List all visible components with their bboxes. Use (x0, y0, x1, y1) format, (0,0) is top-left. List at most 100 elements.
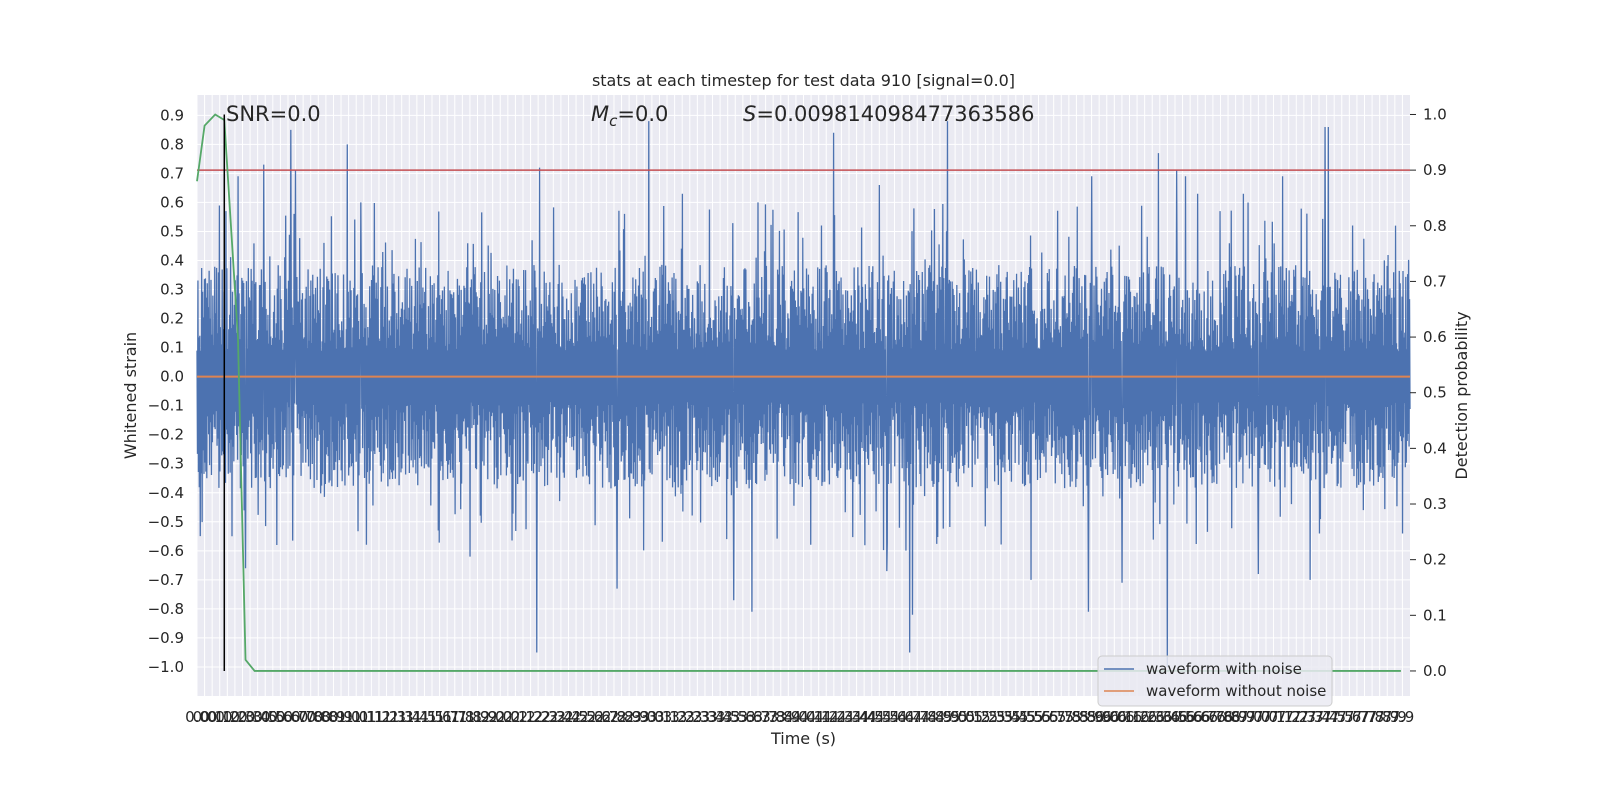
x-tick-label: 6.2 (1133, 708, 1157, 726)
x-tick-label: 5.8 (1064, 708, 1088, 726)
x-tick-label: 2.1 (511, 708, 535, 726)
x-tick-label: 1.3 (390, 708, 414, 726)
x-tick-label: 1.9 (466, 708, 490, 726)
x-tick-label: 4.9 (928, 708, 952, 726)
x-tick-label: 0.2 (223, 708, 247, 726)
x-tick-label: 2.5 (572, 708, 596, 726)
chart-title: stats at each timestep for test data 910… (592, 71, 1015, 90)
x-tick-label: 0.0 (193, 708, 217, 726)
series-waveform-with-noise (196, 121, 1411, 667)
x-tick-label: 3.3 (685, 708, 709, 726)
x-tick-label: 6.8 (1209, 708, 1233, 726)
y-tick-label: 0.6 (160, 193, 184, 211)
x-tick-label: 5.0 (943, 708, 967, 726)
x-tick-label: 1.4 (405, 708, 429, 726)
x-tick-label: 1.3 (382, 708, 406, 726)
detection-probability-line (196, 113, 1401, 672)
y-tick-label: 0.8 (160, 135, 184, 153)
x-tick-label: 4.3 (829, 708, 853, 726)
x-tick-label: 2.0 (481, 708, 505, 726)
x-tick-label: 0.4 (246, 708, 270, 726)
x-tick-label: 2.6 (587, 708, 611, 726)
x-axis-label: Time (s) (770, 729, 836, 748)
x-tick-label: 6.3 (1140, 708, 1164, 726)
x-tick-label: 5.8 (1072, 708, 1096, 726)
x-axis-ticks: 0.00.00.10.10.20.20.30.30.40.50.50.60.60… (185, 708, 1414, 726)
y2-axis-label: Detection probability (1452, 311, 1471, 479)
x-tick-label: 5.7 (1042, 708, 1066, 726)
x-tick-label: 1.1 (359, 708, 383, 726)
x-tick-label: 0.1 (200, 708, 224, 726)
x-tick-label: 6.0 (1102, 708, 1126, 726)
x-tick-label: 2.0 (488, 708, 512, 726)
x-tick-label: 3.4 (708, 708, 732, 726)
x-tick-label: 3.7 (754, 708, 778, 726)
x-tick-label: 4.4 (845, 708, 869, 726)
x-tick-label: 7.1 (1262, 708, 1286, 726)
x-tick-label: 7.0 (1239, 708, 1263, 726)
x-tick-label: 7.6 (1337, 708, 1361, 726)
x-tick-label: 7.9 (1383, 708, 1407, 726)
x-tick-label: 6.7 (1201, 708, 1225, 726)
x-tick-label: 6.2 (1125, 708, 1149, 726)
x-tick-label: 7.2 (1284, 708, 1308, 726)
mc-value: =0.0 (617, 102, 668, 126)
y-tick-label: −0.5 (148, 513, 184, 531)
x-tick-label: 6.0 (1095, 708, 1119, 726)
x-tick-label: 5.2 (966, 708, 990, 726)
y-tick-label: −0.7 (148, 571, 184, 589)
x-tick-label: 1.2 (375, 708, 399, 726)
x-tick-label: 0.5 (261, 708, 285, 726)
y-tick-label: 0.0 (160, 368, 184, 386)
x-tick-label: 6.8 (1216, 708, 1240, 726)
x-tick-label: 0.0 (185, 708, 209, 726)
x-tick-label: 5.8 (1057, 708, 1081, 726)
legend-label-waveform-without-noise: waveform without noise (1146, 682, 1326, 700)
x-tick-label: 7.3 (1292, 708, 1316, 726)
x-tick-label: 4.9 (936, 708, 960, 726)
y-tick-label: 0.5 (160, 222, 184, 240)
y2-tick-label: 0.3 (1423, 495, 1447, 513)
x-tick-label: 1.7 (435, 708, 459, 726)
x-tick-label: 4.5 (867, 708, 891, 726)
x-tick-label: 7.8 (1360, 708, 1384, 726)
x-tick-label: 7.5 (1322, 708, 1346, 726)
x-tick-label: 7.0 (1254, 708, 1278, 726)
y-tick-label: −0.8 (148, 600, 184, 618)
x-tick-label: 3.5 (723, 708, 747, 726)
x-tick-label: 4.2 (822, 708, 846, 726)
x-tick-label: 3.7 (746, 708, 770, 726)
x-tick-label: 1.4 (397, 708, 421, 726)
y-tick-label: 0.9 (160, 106, 184, 124)
x-tick-label: 7.8 (1368, 708, 1392, 726)
x-tick-label: 4.8 (920, 708, 944, 726)
x-tick-label: 2.8 (602, 708, 626, 726)
x-tick-label: 0.1 (208, 708, 232, 726)
x-tick-label: 5.6 (1034, 708, 1058, 726)
x-tick-label: 4.1 (799, 708, 823, 726)
x-tick-label: 6.1 (1118, 708, 1142, 726)
x-tick-label: 6.9 (1231, 708, 1255, 726)
y-tick-label: 0.3 (160, 281, 184, 299)
x-tick-label: 2.2 (526, 708, 550, 726)
legend-label-waveform-with-noise: waveform with noise (1146, 660, 1302, 678)
x-tick-label: 0.6 (268, 708, 292, 726)
x-tick-label: 7.1 (1269, 708, 1293, 726)
mc-subscript: c (609, 112, 618, 130)
x-tick-label: 6.3 (1148, 708, 1172, 726)
y2-tick-label: 0.2 (1423, 551, 1447, 569)
y-tick-label: −0.2 (148, 426, 184, 444)
x-tick-label: 3.6 (731, 708, 755, 726)
x-tick-label: 2.6 (579, 708, 603, 726)
x-tick-label: 5.1 (958, 708, 982, 726)
x-tick-label: 1.0 (344, 708, 368, 726)
x-tick-label: 4.7 (905, 708, 929, 726)
x-tick-label: 1.8 (458, 708, 482, 726)
x-tick-label: 5.5 (1011, 708, 1035, 726)
x-tick-label: 3.8 (761, 708, 785, 726)
x-tick-label: 2.4 (557, 708, 581, 726)
x-tick-label: 2.9 (625, 708, 649, 726)
x-tick-label: 4.5 (875, 708, 899, 726)
x-tick-label: 1.8 (450, 708, 474, 726)
x-tick-label: 6.7 (1193, 708, 1217, 726)
